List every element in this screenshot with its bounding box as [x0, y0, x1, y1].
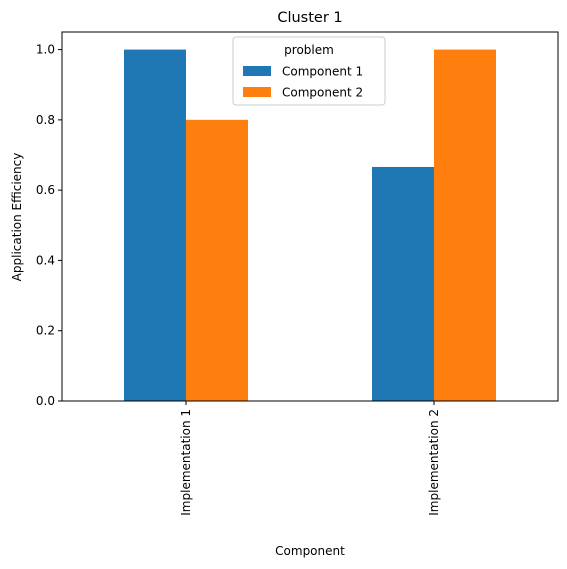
x-tick-label: Implementation 2	[427, 409, 441, 516]
y-tick-label: 0.6	[36, 183, 55, 197]
y-axis-label: Application Efficiency	[10, 153, 24, 282]
x-axis-label: Component	[275, 544, 345, 558]
y-tick-label: 0.4	[36, 253, 55, 267]
y-axis: 0.0 0.2 0.4 0.6 0.8 1.0	[36, 43, 62, 408]
chart-title: Cluster 1	[277, 10, 342, 26]
bar	[434, 49, 496, 401]
legend-items: Component 1 Component 2	[243, 65, 363, 100]
bar	[124, 49, 186, 401]
legend-label: Component 1	[282, 65, 363, 79]
y-tick-label: 0.8	[36, 113, 55, 127]
bars-layer	[124, 49, 496, 401]
x-axis: Implementation 1 Implementation 2	[179, 401, 441, 516]
legend-title: problem	[284, 43, 334, 57]
bar	[186, 119, 248, 401]
y-tick-label: 0.0	[36, 394, 55, 408]
y-tick-label: 0.2	[36, 324, 55, 338]
legend: problem Component 1 Component 2	[232, 36, 386, 106]
plot-area-frame	[61, 31, 559, 402]
bar	[372, 166, 434, 401]
legend-swatch	[243, 87, 271, 97]
y-tick-label: 1.0	[36, 43, 55, 57]
legend-label: Component 2	[282, 86, 363, 100]
legend-swatch	[243, 66, 271, 76]
x-tick-label: Implementation 1	[179, 409, 193, 516]
